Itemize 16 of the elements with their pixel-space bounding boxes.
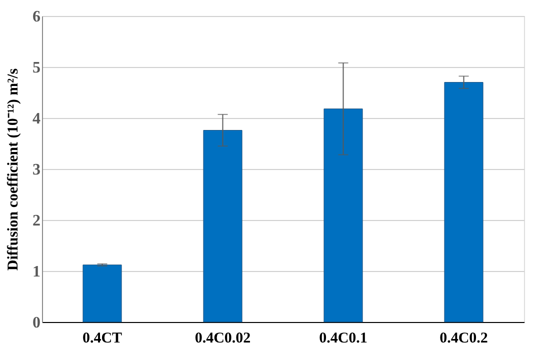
y-tick-label: 6 [32, 8, 40, 26]
bar [203, 130, 242, 322]
bar [324, 108, 363, 322]
y-tick-label: 4 [32, 110, 40, 128]
bar [82, 264, 122, 322]
x-tick-label: 0.4C0.2 [440, 330, 488, 346]
y-tick-label: 3 [32, 162, 40, 178]
x-tick-label: 0.4C0.1 [319, 330, 368, 346]
y-tick-label: 5 [32, 60, 40, 76]
y-axis-title: Diffusion coefficient (10⁻¹²) m²/s [6, 68, 22, 271]
x-tick-label: 0.4C0.02 [194, 330, 251, 346]
y-tick-label: 2 [32, 212, 40, 230]
y-tick-label: 0 [32, 314, 40, 332]
x-tick-label: 0.4CT [82, 330, 122, 346]
bar [444, 82, 484, 322]
y-tick-label: 1 [32, 264, 40, 280]
